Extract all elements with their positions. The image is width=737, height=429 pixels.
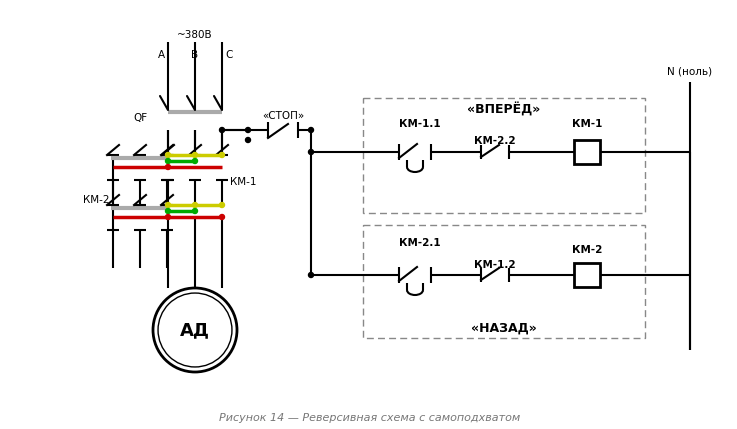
Circle shape: [153, 288, 237, 372]
Text: «НАЗАД»: «НАЗАД»: [471, 321, 537, 335]
Circle shape: [166, 208, 170, 214]
Text: «ВПЕРЁД»: «ВПЕРЁД»: [467, 103, 541, 117]
Text: N (ноль): N (ноль): [668, 67, 713, 77]
Text: КМ-2: КМ-2: [572, 245, 602, 255]
Text: Рисунок 14 — Реверсивная схема с самоподхватом: Рисунок 14 — Реверсивная схема с самопод…: [220, 413, 520, 423]
Circle shape: [192, 208, 198, 214]
Circle shape: [309, 127, 313, 133]
Text: КМ-1: КМ-1: [230, 177, 256, 187]
Circle shape: [166, 214, 170, 220]
Circle shape: [192, 158, 198, 163]
Text: КМ-1.1: КМ-1.1: [399, 119, 441, 129]
Circle shape: [245, 138, 251, 142]
Circle shape: [220, 214, 225, 220]
Circle shape: [220, 202, 225, 208]
Circle shape: [220, 127, 225, 133]
Circle shape: [309, 149, 313, 154]
Circle shape: [192, 202, 198, 208]
Text: «СТОП»: «СТОП»: [262, 111, 304, 121]
Circle shape: [192, 152, 198, 157]
Circle shape: [166, 158, 170, 163]
Text: А: А: [158, 50, 165, 60]
Text: КМ-2.1: КМ-2.1: [399, 238, 441, 248]
Circle shape: [309, 272, 313, 278]
Text: АД: АД: [180, 321, 210, 339]
Text: QF: QF: [134, 113, 148, 123]
Text: КМ-2.2: КМ-2.2: [474, 136, 516, 146]
Text: КМ-1.2: КМ-1.2: [474, 260, 516, 270]
Circle shape: [245, 127, 251, 133]
Text: ~380В: ~380В: [177, 30, 213, 40]
Circle shape: [220, 152, 225, 157]
Text: КМ-1: КМ-1: [572, 119, 602, 129]
Bar: [574, 263, 600, 287]
Text: С: С: [225, 50, 232, 60]
Text: КМ-2: КМ-2: [83, 195, 110, 205]
Circle shape: [166, 152, 170, 157]
Bar: [363, 225, 645, 338]
Circle shape: [166, 202, 170, 208]
Bar: [574, 140, 600, 164]
Circle shape: [166, 164, 170, 169]
Bar: [363, 98, 645, 213]
Text: В: В: [192, 50, 198, 60]
